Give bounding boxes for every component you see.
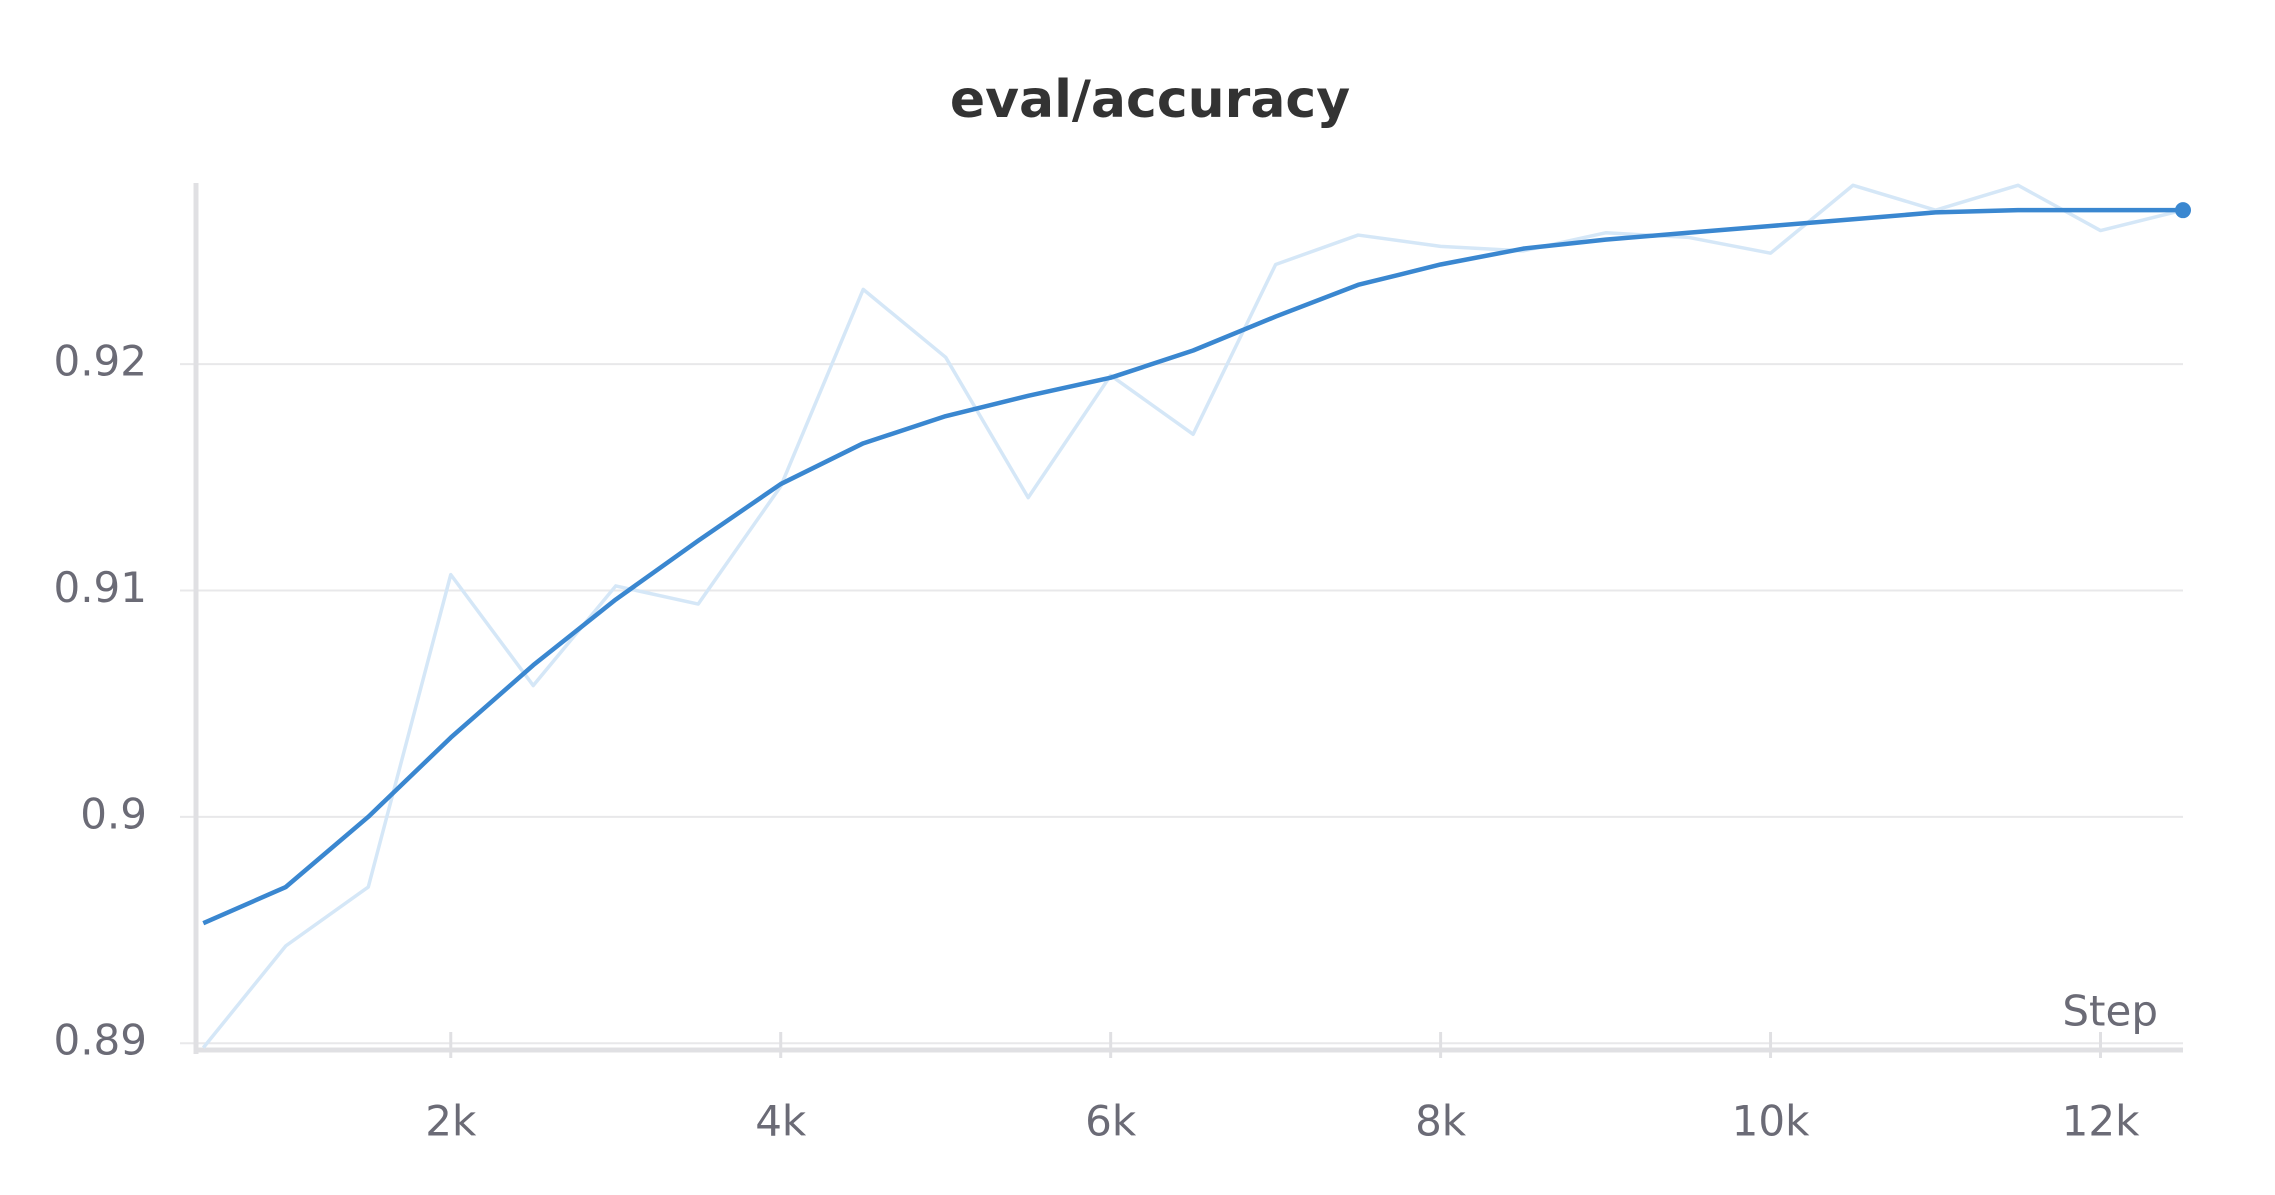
series-line: [202, 207, 2183, 926]
y-tick-label: 0.9: [80, 789, 147, 838]
y-tick-label: 0.89: [53, 1016, 147, 1065]
end-marker: [2175, 202, 2191, 219]
x-axis-label: Step: [2062, 987, 2158, 1036]
series-line: [201, 183, 2184, 1049]
chart-title: eval/accuracy: [950, 70, 1350, 130]
y-tick-label: 0.91: [53, 563, 147, 612]
x-tick-label: 6k: [1085, 1097, 1137, 1146]
x-tick-label: 2k: [425, 1097, 477, 1146]
x-tick-label: 10k: [1732, 1097, 1810, 1146]
x-tick-label: 4k: [755, 1097, 807, 1146]
x-tick-label: 12k: [2062, 1097, 2140, 1146]
y-tick-label: 0.92: [53, 337, 147, 386]
x-tick-label: 8k: [1415, 1097, 1467, 1146]
